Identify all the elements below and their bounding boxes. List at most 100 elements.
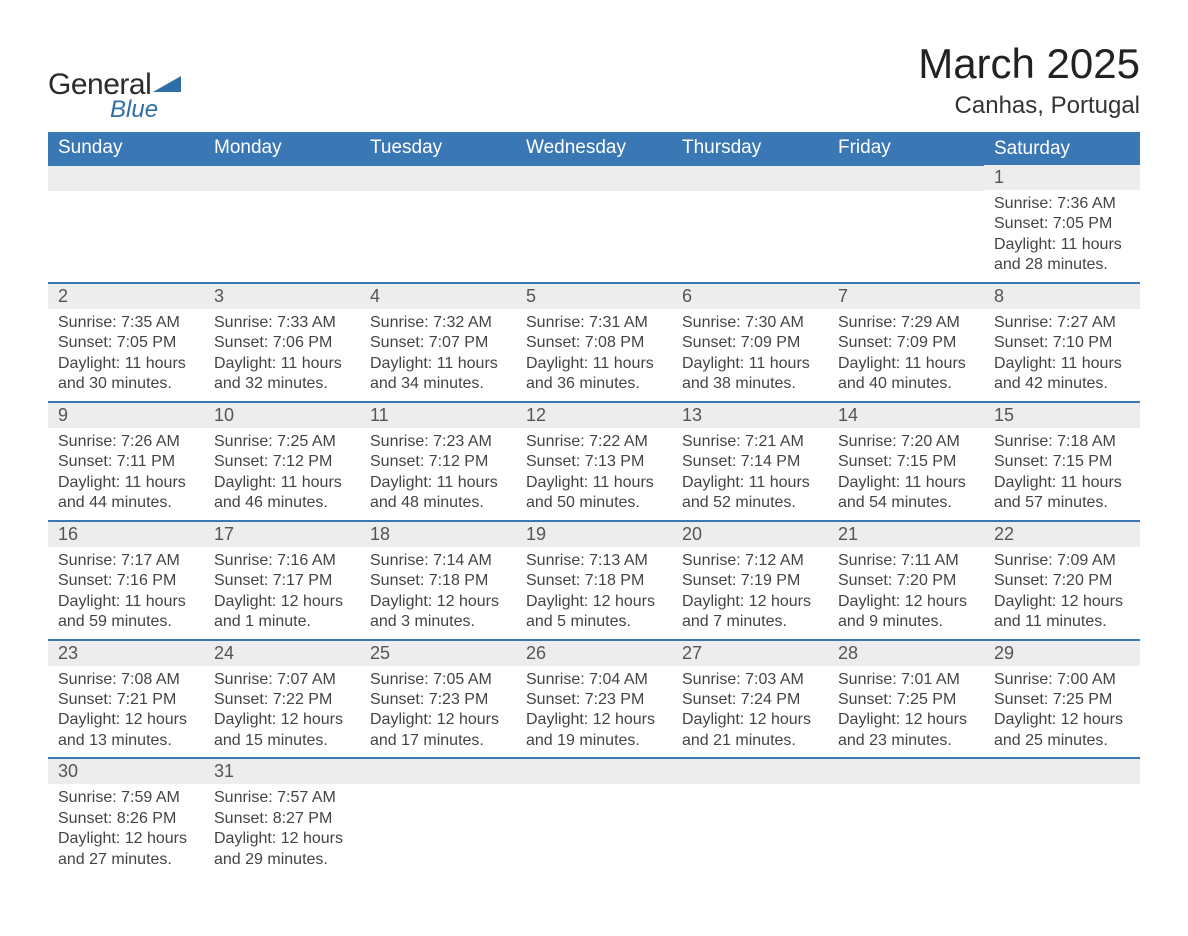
- daylight-line: Daylight: 11 hours and 46 minutes.: [214, 473, 350, 514]
- day-cell: 4Sunrise: 7:32 AMSunset: 7:07 PMDaylight…: [360, 283, 516, 402]
- day-number-empty: [360, 166, 516, 191]
- week-row: 16Sunrise: 7:17 AMSunset: 7:16 PMDayligh…: [48, 521, 1140, 640]
- day-cell: 20Sunrise: 7:12 AMSunset: 7:19 PMDayligh…: [672, 521, 828, 640]
- daylight-line: Daylight: 12 hours and 23 minutes.: [838, 710, 974, 751]
- day-body: Sunrise: 7:30 AMSunset: 7:09 PMDaylight:…: [672, 309, 828, 401]
- day-body-empty: [516, 191, 672, 261]
- day-cell: [360, 165, 516, 283]
- day-body-empty: [360, 784, 516, 854]
- day-body: Sunrise: 7:01 AMSunset: 7:25 PMDaylight:…: [828, 666, 984, 758]
- day-body: Sunrise: 7:00 AMSunset: 7:25 PMDaylight:…: [984, 666, 1140, 758]
- daylight-line: Daylight: 11 hours and 48 minutes.: [370, 473, 506, 514]
- sunrise-line: Sunrise: 7:36 AM: [994, 194, 1130, 214]
- sunset-line: Sunset: 7:19 PM: [682, 571, 818, 591]
- day-number-empty: [672, 759, 828, 784]
- day-number: 27: [672, 641, 828, 666]
- week-row: 2Sunrise: 7:35 AMSunset: 7:05 PMDaylight…: [48, 283, 1140, 402]
- daylight-line: Daylight: 11 hours and 50 minutes.: [526, 473, 662, 514]
- sunrise-line: Sunrise: 7:30 AM: [682, 313, 818, 333]
- sunrise-line: Sunrise: 7:07 AM: [214, 670, 350, 690]
- sunrise-line: Sunrise: 7:16 AM: [214, 551, 350, 571]
- daylight-line: Daylight: 12 hours and 11 minutes.: [994, 592, 1130, 633]
- sunrise-line: Sunrise: 7:03 AM: [682, 670, 818, 690]
- day-number: 17: [204, 522, 360, 547]
- sunset-line: Sunset: 7:22 PM: [214, 690, 350, 710]
- day-number-empty: [204, 166, 360, 191]
- sunrise-line: Sunrise: 7:26 AM: [58, 432, 194, 452]
- daylight-line: Daylight: 12 hours and 13 minutes.: [58, 710, 194, 751]
- day-cell: [516, 165, 672, 283]
- day-number: 21: [828, 522, 984, 547]
- day-number: 15: [984, 403, 1140, 428]
- logo-text-blue: Blue: [110, 96, 185, 124]
- day-number: 14: [828, 403, 984, 428]
- day-body: Sunrise: 7:29 AMSunset: 7:09 PMDaylight:…: [828, 309, 984, 401]
- daylight-line: Daylight: 11 hours and 38 minutes.: [682, 354, 818, 395]
- day-body: Sunrise: 7:25 AMSunset: 7:12 PMDaylight:…: [204, 428, 360, 520]
- day-cell: [828, 758, 984, 876]
- sunset-line: Sunset: 7:15 PM: [838, 452, 974, 472]
- sunrise-line: Sunrise: 7:35 AM: [58, 313, 194, 333]
- day-number: 9: [48, 403, 204, 428]
- day-body: Sunrise: 7:18 AMSunset: 7:15 PMDaylight:…: [984, 428, 1140, 520]
- daylight-line: Daylight: 12 hours and 29 minutes.: [214, 829, 350, 870]
- sunrise-line: Sunrise: 7:01 AM: [838, 670, 974, 690]
- day-number-empty: [828, 759, 984, 784]
- day-number-empty: [672, 166, 828, 191]
- day-body-empty: [516, 784, 672, 854]
- day-body: Sunrise: 7:59 AMSunset: 8:26 PMDaylight:…: [48, 784, 204, 876]
- sunrise-line: Sunrise: 7:14 AM: [370, 551, 506, 571]
- day-body: Sunrise: 7:21 AMSunset: 7:14 PMDaylight:…: [672, 428, 828, 520]
- day-number: 5: [516, 284, 672, 309]
- day-number: 16: [48, 522, 204, 547]
- day-number: 2: [48, 284, 204, 309]
- day-number-empty: [828, 166, 984, 191]
- day-number: 11: [360, 403, 516, 428]
- day-number-empty: [360, 759, 516, 784]
- sunset-line: Sunset: 7:18 PM: [370, 571, 506, 591]
- day-cell: 2Sunrise: 7:35 AMSunset: 7:05 PMDaylight…: [48, 283, 204, 402]
- day-number: 4: [360, 284, 516, 309]
- daylight-line: Daylight: 11 hours and 54 minutes.: [838, 473, 974, 514]
- sunset-line: Sunset: 7:20 PM: [838, 571, 974, 591]
- col-saturday: Saturday: [984, 132, 1140, 165]
- sunset-line: Sunset: 7:23 PM: [526, 690, 662, 710]
- daylight-line: Daylight: 11 hours and 59 minutes.: [58, 592, 194, 633]
- col-friday: Friday: [828, 132, 984, 165]
- sunset-line: Sunset: 7:07 PM: [370, 333, 506, 353]
- day-cell: 18Sunrise: 7:14 AMSunset: 7:18 PMDayligh…: [360, 521, 516, 640]
- sunrise-line: Sunrise: 7:29 AM: [838, 313, 974, 333]
- day-cell: 31Sunrise: 7:57 AMSunset: 8:27 PMDayligh…: [204, 758, 360, 876]
- sunrise-line: Sunrise: 7:33 AM: [214, 313, 350, 333]
- daylight-line: Daylight: 12 hours and 1 minute.: [214, 592, 350, 633]
- day-body: Sunrise: 7:09 AMSunset: 7:20 PMDaylight:…: [984, 547, 1140, 639]
- daylight-line: Daylight: 12 hours and 21 minutes.: [682, 710, 818, 751]
- sunrise-line: Sunrise: 7:17 AM: [58, 551, 194, 571]
- sunset-line: Sunset: 8:27 PM: [214, 809, 350, 829]
- sunset-line: Sunset: 7:09 PM: [682, 333, 818, 353]
- day-body: Sunrise: 7:07 AMSunset: 7:22 PMDaylight:…: [204, 666, 360, 758]
- day-cell: 27Sunrise: 7:03 AMSunset: 7:24 PMDayligh…: [672, 640, 828, 759]
- day-body: Sunrise: 7:22 AMSunset: 7:13 PMDaylight:…: [516, 428, 672, 520]
- day-body: Sunrise: 7:13 AMSunset: 7:18 PMDaylight:…: [516, 547, 672, 639]
- day-cell: 28Sunrise: 7:01 AMSunset: 7:25 PMDayligh…: [828, 640, 984, 759]
- day-cell: 25Sunrise: 7:05 AMSunset: 7:23 PMDayligh…: [360, 640, 516, 759]
- day-number: 18: [360, 522, 516, 547]
- day-body-empty: [204, 191, 360, 261]
- sunset-line: Sunset: 7:05 PM: [994, 214, 1130, 234]
- week-row: 23Sunrise: 7:08 AMSunset: 7:21 PMDayligh…: [48, 640, 1140, 759]
- daylight-line: Daylight: 12 hours and 5 minutes.: [526, 592, 662, 633]
- day-cell: 5Sunrise: 7:31 AMSunset: 7:08 PMDaylight…: [516, 283, 672, 402]
- daylight-line: Daylight: 12 hours and 19 minutes.: [526, 710, 662, 751]
- day-number: 29: [984, 641, 1140, 666]
- day-number: 6: [672, 284, 828, 309]
- day-number: 3: [204, 284, 360, 309]
- day-body-empty: [984, 784, 1140, 854]
- day-body: Sunrise: 7:32 AMSunset: 7:07 PMDaylight:…: [360, 309, 516, 401]
- col-thursday: Thursday: [672, 132, 828, 165]
- sunrise-line: Sunrise: 7:20 AM: [838, 432, 974, 452]
- day-header-row: Sunday Monday Tuesday Wednesday Thursday…: [48, 132, 1140, 165]
- sunset-line: Sunset: 7:25 PM: [838, 690, 974, 710]
- day-number-empty: [48, 166, 204, 191]
- month-title: March 2025: [918, 40, 1140, 88]
